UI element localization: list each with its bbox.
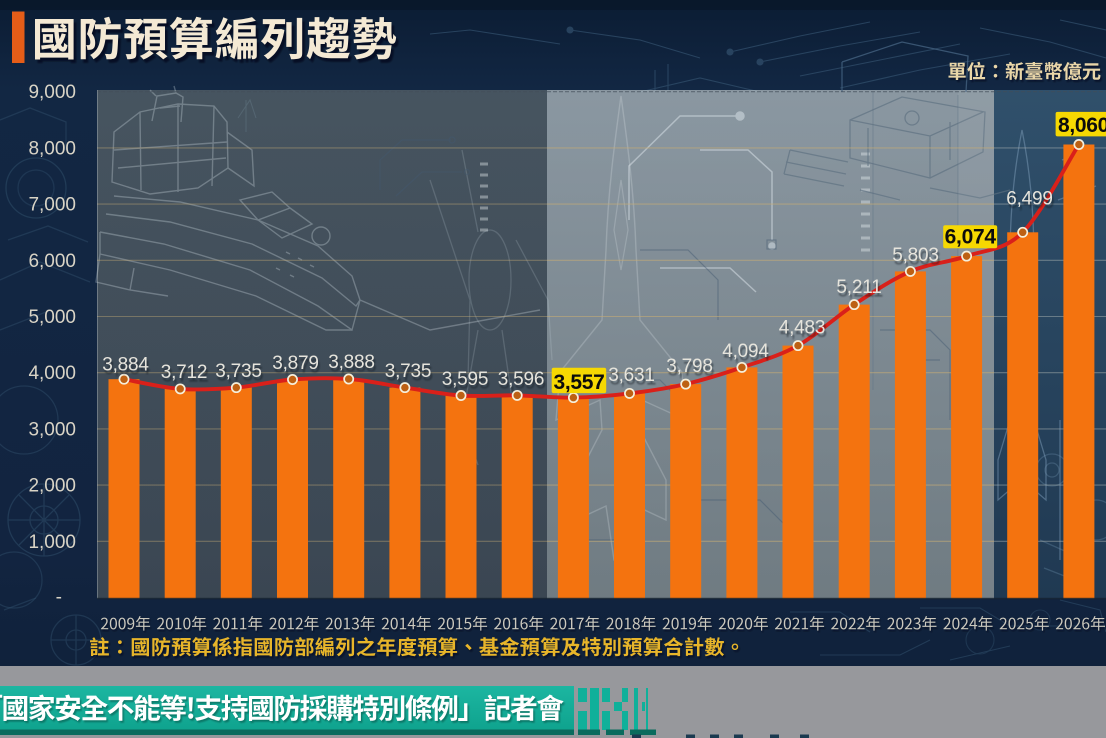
svg-text:6,499: 6,499: [1008, 192, 1055, 213]
svg-text:3,000: 3,000: [28, 419, 76, 440]
svg-text:4,483: 4,483: [780, 321, 827, 342]
svg-text:5,211: 5,211: [838, 281, 883, 302]
svg-text:4,094: 4,094: [722, 341, 769, 362]
svg-text:3,631: 3,631: [608, 365, 655, 386]
svg-text:3,595: 3,595: [442, 369, 489, 390]
svg-text:3,735: 3,735: [385, 361, 432, 382]
svg-text:4,000: 4,000: [28, 363, 76, 384]
svg-text:8,060: 8,060: [1058, 114, 1106, 137]
svg-text:3,735: 3,735: [217, 365, 264, 386]
svg-text:-: -: [56, 587, 62, 608]
svg-text:3,596: 3,596: [499, 373, 546, 394]
svg-text:3,884: 3,884: [102, 355, 149, 376]
svg-text:5,803: 5,803: [892, 245, 939, 266]
svg-text:3,884: 3,884: [104, 358, 151, 379]
svg-text:6,074: 6,074: [945, 226, 997, 249]
svg-text:4,094: 4,094: [724, 345, 771, 366]
svg-text:3,798: 3,798: [668, 360, 715, 381]
svg-text:3,879: 3,879: [272, 353, 319, 374]
svg-text:3,798: 3,798: [666, 356, 713, 377]
svg-text:3,735: 3,735: [386, 365, 433, 386]
svg-text:3,712: 3,712: [162, 366, 209, 387]
svg-text:3,735: 3,735: [215, 361, 262, 382]
svg-text:6,000: 6,000: [28, 251, 76, 272]
svg-text:1,000: 1,000: [28, 532, 76, 553]
svg-text:3,888: 3,888: [328, 352, 375, 373]
svg-text:3,712: 3,712: [161, 362, 208, 383]
svg-text:2,000: 2,000: [28, 476, 76, 497]
svg-text:3,888: 3,888: [330, 356, 377, 377]
svg-text:5,000: 5,000: [28, 307, 76, 328]
svg-text:8,000: 8,000: [28, 138, 76, 159]
svg-text:7,000: 7,000: [28, 195, 76, 216]
svg-text:9,000: 9,000: [28, 82, 76, 103]
svg-text:3,596: 3,596: [498, 369, 545, 390]
svg-text:4,483: 4,483: [779, 318, 826, 339]
svg-text:3,879: 3,879: [274, 357, 321, 378]
svg-text:5,211: 5,211: [836, 277, 881, 298]
svg-text:6,499: 6,499: [1006, 189, 1053, 210]
svg-text:3,557: 3,557: [553, 371, 604, 394]
svg-text:3,631: 3,631: [610, 369, 657, 390]
svg-text:5,803: 5,803: [894, 249, 941, 270]
svg-text:3,595: 3,595: [443, 373, 490, 394]
